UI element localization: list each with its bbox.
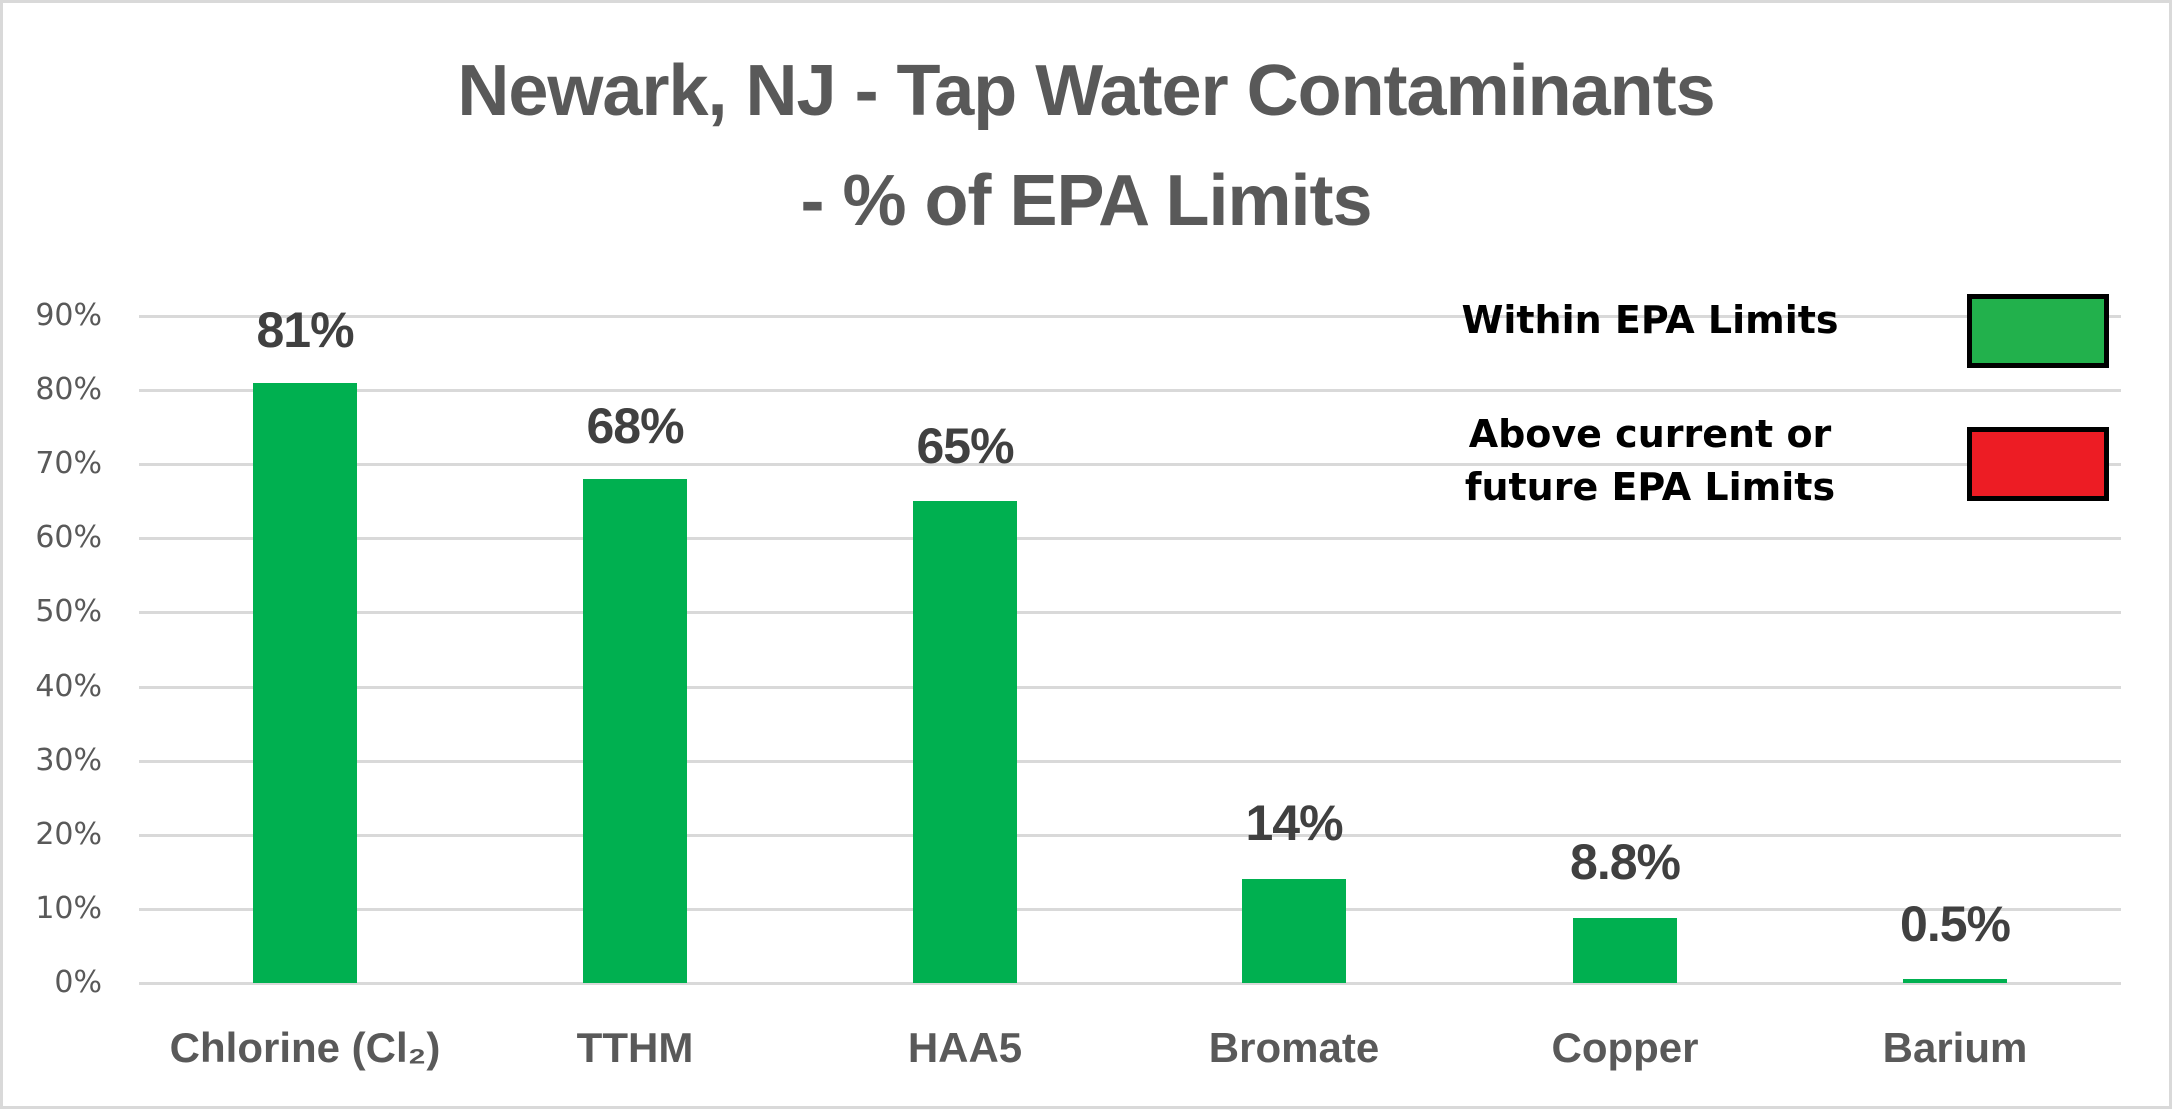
gridline-90 <box>139 315 2121 318</box>
legend-label-above-line-2: future EPA Limits <box>1464 465 1836 509</box>
x-label-tthm: TTHM <box>576 1024 694 1071</box>
x-label-chlorine: Chlorine (Cl₂) <box>169 1024 441 1071</box>
bar-bromate <box>1242 879 1346 983</box>
x-label-haa5: HAA5 <box>907 1024 1023 1071</box>
gridline-70 <box>139 463 2121 466</box>
y-tick-label: 0% <box>54 965 102 1000</box>
bar-barium <box>1903 979 2007 983</box>
gridline-10 <box>139 908 2121 911</box>
chart-title-line-1: Newark, NJ - Tap Water Contaminants <box>457 51 1715 131</box>
gridline-20 <box>139 834 2121 837</box>
bar-haa5 <box>913 501 1017 983</box>
y-tick-label: 70% <box>35 446 102 481</box>
data-label-bromate: 14% <box>1245 795 1343 851</box>
bar-copper <box>1573 918 1677 983</box>
x-label-copper: Copper <box>1551 1024 1699 1071</box>
x-label-barium: Barium <box>1882 1024 2028 1071</box>
gridline-50 <box>139 611 2121 614</box>
legend-label-within: Within EPA Limits <box>1461 298 1839 342</box>
y-tick-label: 90% <box>35 298 102 333</box>
gridline-80 <box>139 389 2121 392</box>
y-tick-label: 80% <box>35 372 102 407</box>
y-tick-label: 10% <box>35 891 102 926</box>
y-tick-label: 30% <box>35 743 102 778</box>
y-tick-label: 40% <box>35 669 102 704</box>
data-label-haa5: 65% <box>916 418 1014 474</box>
data-label-chlorine: 81% <box>256 302 354 358</box>
y-tick-label: 50% <box>35 594 102 629</box>
chart-title-line-2: - % of EPA Limits <box>800 161 1372 241</box>
legend-swatch-red <box>1967 427 2109 501</box>
legend-label-above-line-1: Above current or <box>1468 412 1832 456</box>
bar-tthm <box>583 479 687 983</box>
gridline-30 <box>139 760 2121 763</box>
gridline-40 <box>139 686 2121 689</box>
legend-swatch-green <box>1967 294 2109 368</box>
x-label-bromate: Bromate <box>1208 1024 1380 1071</box>
data-label-copper: 8.8% <box>1570 834 1681 890</box>
data-label-barium: 0.5% <box>1900 896 2011 952</box>
gridline-0 <box>139 982 2121 985</box>
y-tick-label: 20% <box>35 817 102 852</box>
data-label-tthm: 68% <box>586 398 684 454</box>
bar-chlorine <box>253 383 357 983</box>
gridline-60 <box>139 537 2121 540</box>
y-tick-label: 60% <box>35 520 102 555</box>
